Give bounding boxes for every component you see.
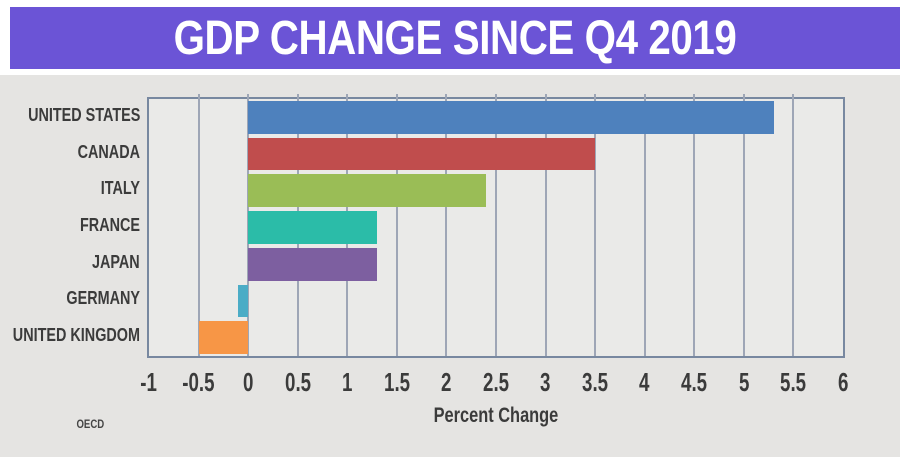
x-tick-label-text: 0.5 <box>284 367 311 397</box>
x-tick-label-text: 5 <box>738 367 750 397</box>
gridline <box>643 94 646 356</box>
y-axis-label-text: CANADA <box>77 141 140 162</box>
x-tick-label: 3.5 <box>560 367 630 398</box>
x-tick-label-text: 4.5 <box>681 367 708 397</box>
source-note: OECD <box>50 417 130 431</box>
x-tick-label-text: 2 <box>441 367 452 397</box>
x-tick-label-text: -1 <box>140 367 158 397</box>
x-tick-label: 4 <box>610 367 680 398</box>
gridline <box>445 94 448 356</box>
x-tick-label-text: 2.5 <box>482 367 510 397</box>
y-axis-label-text: FRANCE <box>80 214 140 235</box>
x-tick-label-text: 6 <box>837 367 849 397</box>
header-banner: GDP CHANGE SINCE Q4 2019 <box>10 7 900 69</box>
x-tick-label: 4.5 <box>659 367 729 398</box>
gridline <box>395 94 398 356</box>
y-axis-label-text: ITALY <box>100 178 140 199</box>
plot-area <box>147 94 845 358</box>
y-axis-label: UNITED STATES <box>0 99 140 132</box>
bar-germany <box>238 284 249 318</box>
x-tick-label: -0.5 <box>164 367 234 398</box>
y-axis-label: FRANCE <box>0 209 140 242</box>
y-axis-label-text: JAPAN <box>92 251 140 272</box>
bar-france <box>248 211 378 244</box>
x-tick-label-text: 5.5 <box>780 367 807 397</box>
x-tick-label-text: 0 <box>242 367 254 397</box>
gridline <box>792 94 795 356</box>
x-tick-label-text: 1.5 <box>383 367 410 397</box>
gridline <box>742 94 745 356</box>
bar-canada <box>248 137 596 171</box>
x-tick-label: 1.5 <box>362 367 432 398</box>
x-tick-label: 6 <box>808 367 878 398</box>
x-tick-label-text: 4 <box>639 367 650 397</box>
chart-title: GDP CHANGE SINCE Q4 2019 <box>173 11 737 65</box>
source-note-text: OECD <box>76 417 104 431</box>
chart-panel: UNITED STATES CANADA ITALY FRANCE JAPAN GERMA… <box>0 75 900 457</box>
x-tick-label-text: 1 <box>342 367 353 397</box>
x-tick-label-text: -0.5 <box>182 367 215 397</box>
bar-italy <box>248 174 487 208</box>
x-tick-label-text: 3 <box>540 367 551 397</box>
y-axis-label: CANADA <box>0 136 140 169</box>
x-tick-label: -1 <box>114 367 184 398</box>
y-axis-label-text: GERMANY <box>66 288 140 309</box>
bar-japan <box>248 247 378 281</box>
y-axis-label-text: UNITED STATES <box>27 104 140 125</box>
y-axis-label: UNITED KINGDOM <box>0 319 140 352</box>
x-axis-title-text: Percent Change <box>433 404 559 427</box>
x-tick-label: 2.5 <box>461 367 531 398</box>
x-tick-label: 5 <box>709 367 779 398</box>
x-tick-label: 1 <box>312 367 382 398</box>
x-tick-label: 2 <box>411 367 481 398</box>
x-axis-title: Percent Change <box>346 404 646 428</box>
y-axis-label: GERMANY <box>0 283 140 316</box>
y-axis-labels: UNITED STATES CANADA ITALY FRANCE JAPAN GERMA… <box>0 97 140 358</box>
x-tick-label: 5.5 <box>758 367 828 398</box>
gridline <box>693 94 696 356</box>
y-axis-label: JAPAN <box>0 246 140 279</box>
y-axis-label-text: UNITED KINGDOM <box>12 325 140 346</box>
bar-united-states <box>248 101 774 134</box>
bar-united-kingdom <box>198 321 249 354</box>
gridline <box>495 94 497 356</box>
gridline <box>544 94 547 356</box>
x-tick-label: 3 <box>511 367 581 398</box>
gridline <box>594 94 597 356</box>
gridline <box>197 94 200 356</box>
y-axis-label: ITALY <box>0 172 140 205</box>
x-tick-label: 0.5 <box>263 367 333 398</box>
x-tick-label-text: 3.5 <box>582 367 609 397</box>
x-tick-label: 0 <box>213 367 283 398</box>
